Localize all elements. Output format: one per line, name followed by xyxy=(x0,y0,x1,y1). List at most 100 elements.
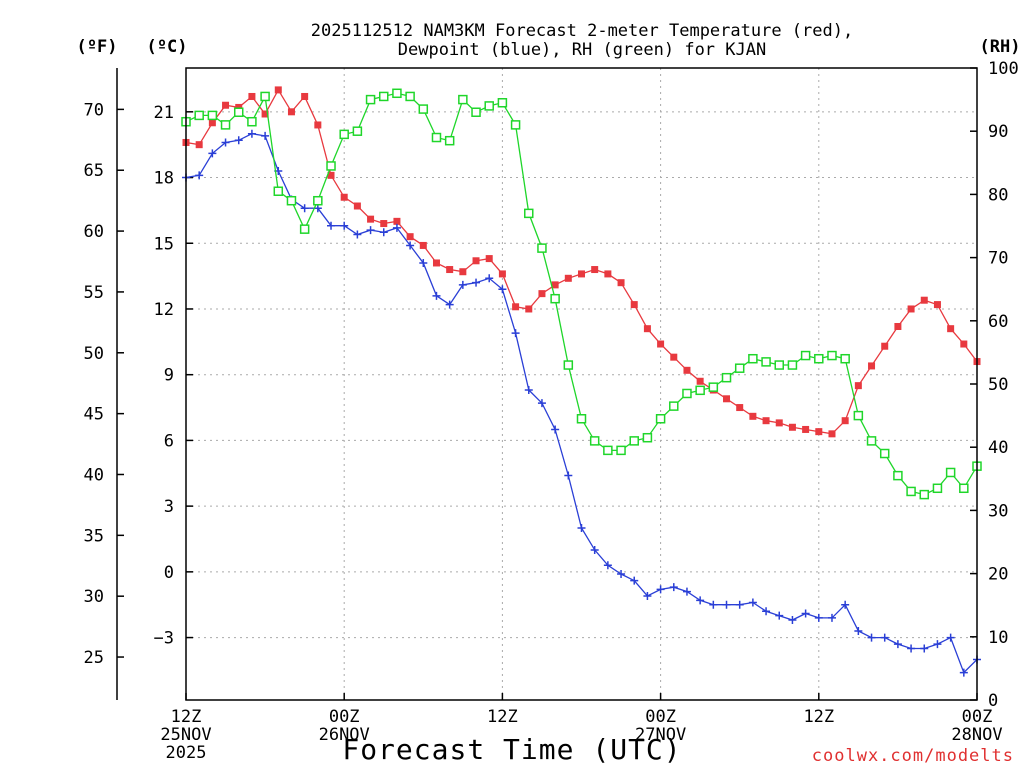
temperature-point xyxy=(261,110,269,118)
dewpoint-point xyxy=(933,640,942,649)
celsius-tick-label: 12 xyxy=(154,300,174,320)
dewpoint-point xyxy=(603,561,612,570)
rh-point xyxy=(932,483,943,494)
rh-point xyxy=(220,120,231,130)
time-tick-label: 26NOV xyxy=(319,725,370,745)
rh-point xyxy=(959,483,969,494)
rh-point xyxy=(458,94,468,105)
temperature-point xyxy=(472,257,480,265)
dewpoint-point xyxy=(445,300,454,309)
rh-tick-label: 50 xyxy=(988,375,1008,395)
rh-point xyxy=(497,98,508,108)
rh-point xyxy=(945,467,956,478)
rh-point xyxy=(774,360,784,370)
dewpoint-point xyxy=(379,228,388,237)
rh-point xyxy=(642,432,653,443)
rh-point xyxy=(537,243,547,253)
celsius-tick-label: 18 xyxy=(154,169,174,189)
dewpoint-point xyxy=(880,633,889,642)
celsius-tick-label: −3 xyxy=(154,629,174,649)
rh-point xyxy=(326,161,336,171)
temperature-point xyxy=(683,366,691,374)
dewpoint-point xyxy=(340,221,349,230)
temperature-point xyxy=(960,340,968,348)
temperature-point xyxy=(815,428,823,436)
dewpoint-point xyxy=(419,258,428,267)
time-tick-label: 25NOV xyxy=(160,725,211,745)
dewpoint-point xyxy=(234,136,243,145)
temperature-point xyxy=(301,92,309,100)
dewpoint-point xyxy=(669,583,678,592)
dewpoint-point xyxy=(682,587,691,596)
fahrenheit-unit-label: (ºF) xyxy=(77,37,118,57)
temperature-point xyxy=(670,353,678,361)
rh-point xyxy=(603,445,613,456)
dewpoint-point xyxy=(537,399,546,408)
temperature-point xyxy=(380,220,388,228)
time-tick-label: 12Z xyxy=(803,707,834,727)
temperature-point xyxy=(617,279,625,287)
time-tick-label: 00Z xyxy=(329,707,360,727)
rh-tick-label: 90 xyxy=(988,122,1008,142)
dewpoint-point xyxy=(261,131,270,140)
rh-point xyxy=(919,489,930,500)
rh-point xyxy=(800,350,811,361)
chart-title-line-2: Dewpoint (blue), RH (green) for KJAN xyxy=(398,40,766,60)
rh-point xyxy=(299,224,310,234)
rh-point xyxy=(260,91,270,102)
dewpoint-point xyxy=(643,591,652,600)
rh-point xyxy=(444,135,455,146)
fahrenheit-tick-label: 65 xyxy=(84,161,104,181)
rh-point xyxy=(761,357,771,367)
dewpoint-point xyxy=(854,626,863,635)
rh-point xyxy=(484,101,494,111)
temperature-point xyxy=(868,362,876,370)
rh-point xyxy=(405,91,415,102)
rh-point xyxy=(616,445,626,456)
dewpoint-point xyxy=(735,600,744,609)
rh-tick-label: 10 xyxy=(988,628,1008,648)
dewpoint-point xyxy=(801,609,810,618)
time-tick-label: 12Z xyxy=(487,707,518,727)
temperature-point xyxy=(419,241,427,249)
dewpoint-point xyxy=(511,329,520,338)
dewpoint-point xyxy=(775,611,784,620)
rh-point xyxy=(563,360,574,370)
temperature-point xyxy=(406,233,414,241)
temperature-point xyxy=(287,108,295,116)
dewpoint-point xyxy=(551,425,560,434)
dewpoint-point xyxy=(867,633,876,642)
dewpoint-point xyxy=(300,204,309,213)
rh-point xyxy=(524,208,534,219)
rh-tick-label: 60 xyxy=(988,312,1008,332)
temperature-point xyxy=(604,270,612,278)
dewpoint-point xyxy=(498,285,507,294)
time-tick-label: 12Z xyxy=(171,707,202,727)
rh-point xyxy=(708,382,719,392)
rh-point xyxy=(629,436,639,446)
fahrenheit-tick-label: 50 xyxy=(84,344,104,364)
temperature-point xyxy=(736,404,744,412)
temperature-point xyxy=(591,266,599,274)
rh-point xyxy=(853,410,864,421)
temperature-point xyxy=(248,92,256,100)
temperature-point xyxy=(538,290,546,298)
temperature-point xyxy=(947,325,955,333)
temperature-point xyxy=(459,268,467,276)
rh-point xyxy=(721,372,732,383)
dewpoint-point xyxy=(313,204,322,213)
dewpoint-point xyxy=(748,598,757,607)
temperature-point xyxy=(340,193,348,201)
rh-point xyxy=(431,132,442,143)
temperature-point xyxy=(920,296,928,304)
fahrenheit-tick-label: 40 xyxy=(84,465,104,485)
dewpoint-point xyxy=(656,585,665,594)
chart-title-line-1: 2025112512 NAM3KM Forecast 2-meter Tempe… xyxy=(311,21,853,41)
rh-point xyxy=(365,94,376,105)
dewpoint-point xyxy=(709,600,718,609)
temperature-point xyxy=(854,382,862,390)
celsius-tick-label: 21 xyxy=(154,103,174,123)
temperature-point xyxy=(578,270,585,278)
